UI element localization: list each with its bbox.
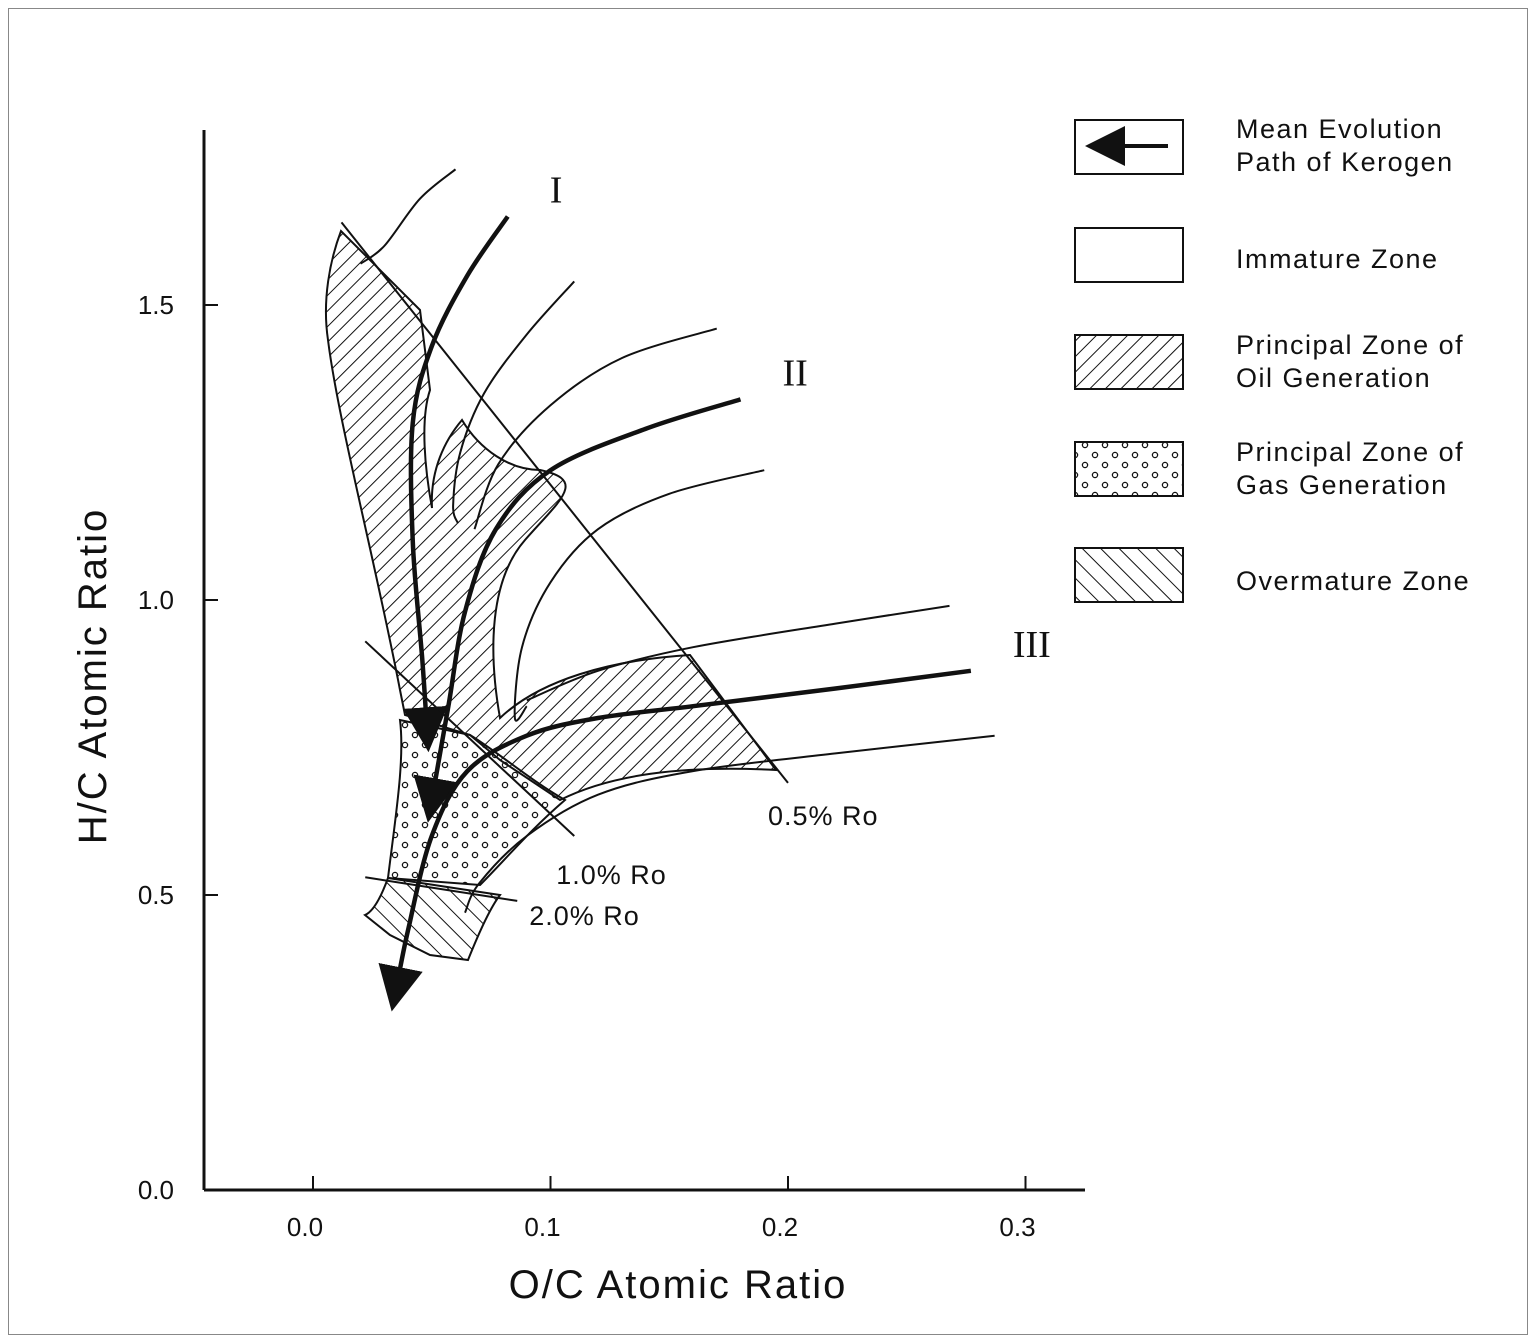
maturity-label: 1.0% Ro <box>556 860 667 890</box>
maturity-label: 0.5% Ro <box>768 801 879 831</box>
y-tick-label: 0.0 <box>138 1175 174 1205</box>
kerogen-boundary-curve <box>452 280 575 524</box>
kerogen-path-i <box>403 215 510 753</box>
legend-label: Gas Generation <box>1236 470 1448 500</box>
legend-label: Oil Generation <box>1236 363 1431 393</box>
legend-label: Immature Zone <box>1236 244 1439 274</box>
legend-swatch-immature <box>1074 227 1184 283</box>
kerogen-type-label: III <box>1013 624 1051 666</box>
y-tick-label: 1.0 <box>138 585 174 615</box>
y-tick-label: 0.5 <box>138 880 174 910</box>
maturity-label: 2.0% Ro <box>529 901 640 931</box>
kerogen-boundary-curve <box>464 734 995 914</box>
figure-frame <box>8 8 1528 1335</box>
legend-label: Mean Evolution <box>1236 114 1443 144</box>
maturity-line <box>340 221 789 784</box>
oil-zone-region <box>324 229 779 802</box>
y-tick-label: 1.5 <box>138 290 174 320</box>
kerogen-boundary-curve <box>473 327 718 530</box>
legend-label: Overmature Zone <box>1236 566 1470 596</box>
legend-swatch-oil <box>1074 334 1184 390</box>
x-tick-label: 0.2 <box>762 1212 798 1242</box>
x-tick-label: 0.0 <box>287 1212 323 1242</box>
x-axis-title: O/C Atomic Ratio <box>509 1263 848 1307</box>
maturity-line <box>364 640 575 837</box>
kerogen-type-label: II <box>783 352 808 394</box>
legend-swatch-overmature <box>1074 547 1184 603</box>
legend-label: Path of Kerogen <box>1236 147 1454 177</box>
kerogen-path-ii <box>413 397 742 823</box>
kerogen-boundary-curve <box>513 469 765 722</box>
kerogen-type-label: I <box>550 170 563 212</box>
x-tick-label: 0.3 <box>999 1212 1035 1242</box>
y-axis-title: H/C Atomic Ratio <box>71 508 115 845</box>
legend-swatch-gas <box>1074 441 1184 497</box>
kerogen-boundary-curve <box>526 604 950 702</box>
kerogen-boundary-curve <box>359 168 457 265</box>
maturity-line <box>365 876 518 902</box>
legend-label: Principal Zone of <box>1236 330 1464 360</box>
x-tick-label: 0.1 <box>524 1212 560 1242</box>
legend-label: Principal Zone of <box>1236 437 1464 467</box>
overmature-zone-region <box>363 876 502 962</box>
gas-zone-region <box>386 718 567 887</box>
